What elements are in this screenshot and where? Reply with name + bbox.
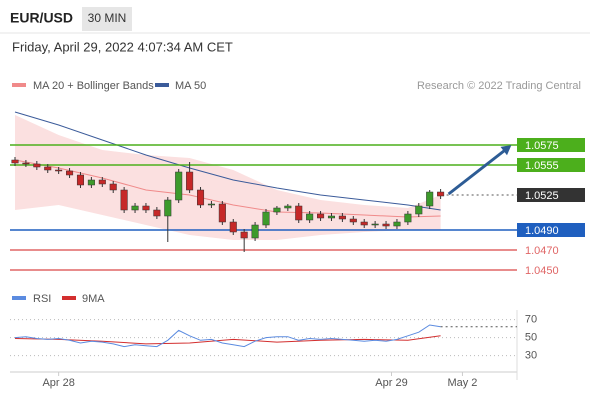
candle-body bbox=[349, 218, 357, 223]
level-label: 1.0490 bbox=[525, 225, 559, 237]
candle-body bbox=[164, 199, 172, 217]
candle-body bbox=[360, 221, 368, 226]
level-label: 1.0525 bbox=[525, 190, 559, 202]
candle-body bbox=[306, 213, 314, 221]
candle-body bbox=[327, 215, 336, 219]
candle-body bbox=[338, 215, 346, 220]
candle-body bbox=[382, 223, 390, 227]
legend-label: RSI bbox=[33, 293, 51, 305]
candle-body bbox=[229, 221, 237, 233]
legend-label: MA 50 bbox=[175, 80, 206, 92]
candle-body bbox=[186, 171, 194, 191]
candle-body bbox=[87, 179, 95, 186]
level-label: 1.0575 bbox=[525, 140, 559, 152]
legend-swatch bbox=[12, 83, 26, 87]
level-label: 1.0450 bbox=[525, 265, 559, 277]
x-tick-label: May 2 bbox=[447, 377, 477, 389]
candle-body bbox=[55, 169, 63, 172]
legend-swatch bbox=[155, 83, 169, 87]
timeframe: 30 MIN bbox=[88, 11, 127, 25]
rsi-tick-label: 70 bbox=[525, 314, 537, 326]
candle-body bbox=[196, 189, 205, 206]
level-box bbox=[517, 188, 585, 202]
candle-body bbox=[33, 163, 41, 168]
candle-body bbox=[11, 159, 19, 164]
legend-label: 9MA bbox=[82, 293, 105, 305]
x-tick-label: Apr 29 bbox=[375, 377, 407, 389]
symbol: EUR/USD bbox=[10, 10, 73, 26]
rsi-tick-label: 50 bbox=[525, 332, 537, 344]
candle-body bbox=[371, 223, 379, 226]
candle-body bbox=[44, 166, 52, 171]
candle-body bbox=[262, 211, 270, 226]
timeframe-box bbox=[82, 7, 132, 31]
level-label: 1.0470 bbox=[525, 245, 559, 257]
candle-body bbox=[273, 207, 281, 213]
candle-body bbox=[317, 213, 325, 219]
candle-body bbox=[240, 231, 248, 239]
candle-body bbox=[218, 203, 226, 223]
ma20-line bbox=[14, 159, 441, 218]
forecast-arrowhead bbox=[500, 145, 512, 156]
level-box bbox=[517, 158, 585, 172]
candle-body bbox=[393, 221, 401, 227]
ma50-line bbox=[14, 111, 441, 211]
candle-body bbox=[131, 205, 139, 211]
ma9-line bbox=[14, 335, 441, 345]
level-box bbox=[517, 138, 585, 152]
legend-swatch bbox=[62, 296, 76, 300]
legend-label: MA 20 + Bollinger Bands bbox=[33, 80, 154, 92]
x-tick-label: Apr 28 bbox=[42, 377, 74, 389]
level-label: 1.0555 bbox=[525, 160, 559, 172]
candle-body bbox=[207, 203, 215, 206]
candle-body bbox=[295, 205, 303, 221]
candle-body bbox=[120, 189, 128, 211]
rsi-line bbox=[14, 324, 441, 348]
candle-body bbox=[22, 162, 30, 165]
rsi-tick-label: 30 bbox=[525, 350, 537, 362]
candle-body bbox=[175, 171, 183, 201]
candle-body bbox=[426, 191, 434, 207]
candle-body bbox=[284, 205, 292, 209]
candle-body bbox=[76, 174, 85, 186]
forecast-arrow bbox=[447, 145, 510, 196]
candle-body bbox=[404, 213, 412, 223]
candle-body bbox=[437, 191, 445, 197]
candle-body bbox=[251, 224, 259, 239]
candle-body bbox=[153, 209, 161, 217]
source: Research © 2022 Trading Central bbox=[417, 80, 581, 92]
candle-body bbox=[66, 170, 74, 176]
candle-body bbox=[98, 179, 106, 185]
candle-body bbox=[415, 205, 423, 215]
datetime: Friday, April 29, 2022 4:07:34 AM CET bbox=[12, 39, 233, 54]
level-box bbox=[517, 223, 585, 237]
candle-body bbox=[109, 183, 117, 191]
legend-swatch bbox=[12, 296, 26, 300]
candle-body bbox=[142, 205, 150, 211]
